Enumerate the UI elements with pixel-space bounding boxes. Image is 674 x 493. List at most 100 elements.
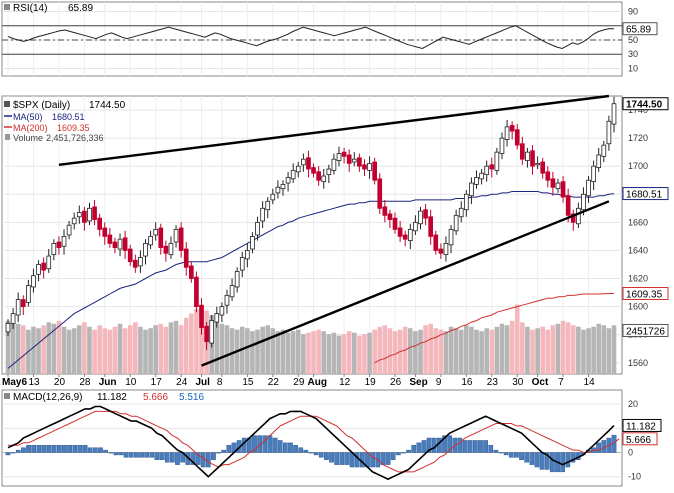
candlestick xyxy=(311,163,316,178)
candle-body xyxy=(601,144,607,157)
volume-bar xyxy=(514,304,520,374)
volume-bar xyxy=(66,329,72,374)
legend-symbol-swatch xyxy=(4,101,10,107)
volume-bar xyxy=(489,329,495,374)
candlestick xyxy=(122,230,128,259)
macd-histogram-bar xyxy=(308,452,314,454)
macd-histogram-bar xyxy=(195,452,201,465)
macd-histogram-bar xyxy=(154,452,160,460)
volume-bar xyxy=(357,335,362,374)
candle-body xyxy=(346,154,352,164)
volume-bar xyxy=(122,328,128,374)
macd-histogram-bar xyxy=(442,435,447,453)
candlestick xyxy=(280,180,286,196)
candlestick xyxy=(61,229,67,255)
volume-bar xyxy=(260,326,265,374)
candle-body xyxy=(474,177,479,185)
candlestick xyxy=(316,166,321,186)
rsi-tick-label: 90 xyxy=(628,7,638,17)
candle-body xyxy=(102,227,108,237)
volume-bar xyxy=(535,328,540,374)
macd-histogram-bar xyxy=(103,449,108,453)
macd-histogram-bar xyxy=(200,452,206,468)
candle-body xyxy=(306,157,311,170)
candlestick xyxy=(183,242,189,276)
trendline-lower xyxy=(201,200,610,367)
x-axis-label: 7 xyxy=(558,377,564,388)
volume-bar xyxy=(326,334,332,374)
candle-body xyxy=(295,165,301,173)
candlestick xyxy=(372,157,377,185)
volume-bar xyxy=(285,332,291,374)
volume-bar xyxy=(423,325,428,374)
volume-bar xyxy=(346,331,352,374)
candle-body xyxy=(611,103,617,125)
price-tick-label: 1640 xyxy=(628,245,648,255)
macd-histogram-bar xyxy=(72,445,78,453)
macd-title-value-hist: 5.516 xyxy=(179,392,204,403)
rsi-tick-label: 30 xyxy=(628,49,638,59)
macd-histogram-bar xyxy=(318,452,324,458)
volume-bar xyxy=(10,322,16,374)
macd-histogram-bar xyxy=(529,452,535,465)
candlestick xyxy=(397,220,403,243)
volume-bar xyxy=(601,325,607,374)
volume-bar xyxy=(306,332,311,374)
candle-body xyxy=(520,143,525,160)
candle-body xyxy=(402,234,408,240)
macd-histogram-bar xyxy=(67,445,72,453)
volume-bar xyxy=(97,325,102,374)
candle-body xyxy=(71,217,77,225)
candle-body xyxy=(596,154,602,169)
candle-body xyxy=(535,162,540,166)
macd-histogram-bar xyxy=(262,435,268,453)
volume-bar xyxy=(61,326,67,374)
candle-body xyxy=(239,257,245,271)
legend-volume: Volume 2,451,726,336 xyxy=(5,133,104,143)
candle-body xyxy=(336,153,342,161)
rsi-value-tag-text: 65.89 xyxy=(626,25,651,36)
candlestick xyxy=(188,261,194,283)
candlestick xyxy=(525,147,530,168)
volume-bar xyxy=(484,328,489,374)
macd-histogram-bar xyxy=(508,452,514,458)
candle-body xyxy=(148,236,153,246)
macd-histogram-bar xyxy=(293,445,298,453)
candle-body xyxy=(5,323,11,333)
candle-body xyxy=(423,209,428,219)
candlestick xyxy=(555,178,561,193)
candlestick xyxy=(433,230,439,255)
macd-histogram-bar xyxy=(401,452,406,454)
candlestick xyxy=(535,156,540,170)
candlestick xyxy=(453,209,459,235)
candlestick xyxy=(596,147,602,172)
macd-histogram-bar xyxy=(457,437,463,453)
volume-bar xyxy=(494,326,500,374)
candle-body xyxy=(362,164,367,170)
ma50-tag: 1680.51 xyxy=(622,187,669,201)
x-axis: May6 13 20 28 Jun 10 17 24 Jul 8 15 22 29 Aug 12 19 26 Se… xyxy=(2,374,595,388)
candle-body xyxy=(127,248,133,263)
volume-bar xyxy=(265,325,271,374)
candlestick xyxy=(407,223,413,250)
candle-body xyxy=(428,216,434,237)
price-tick-label: 1560 xyxy=(628,358,648,368)
macd-histogram-bar xyxy=(385,452,391,465)
signal-value-tag-box xyxy=(622,432,658,446)
macd-title-value-macd: 11.182 xyxy=(97,392,127,403)
candlestick xyxy=(275,180,281,199)
price-tick-label: 1700 xyxy=(628,161,648,171)
macd-histogram-bar xyxy=(467,440,473,453)
volume-tag-box xyxy=(622,323,669,337)
volume-bar xyxy=(20,325,26,374)
candle-body xyxy=(173,228,179,243)
candle-body xyxy=(26,285,31,303)
volume-bar xyxy=(479,331,484,374)
candle-body xyxy=(188,265,194,279)
candle-body xyxy=(168,243,174,256)
macd-histogram-bar xyxy=(164,452,170,463)
candlestick xyxy=(148,230,153,250)
legend-symbol-label: $SPX (Daily) xyxy=(13,100,70,111)
candlestick xyxy=(469,177,474,205)
